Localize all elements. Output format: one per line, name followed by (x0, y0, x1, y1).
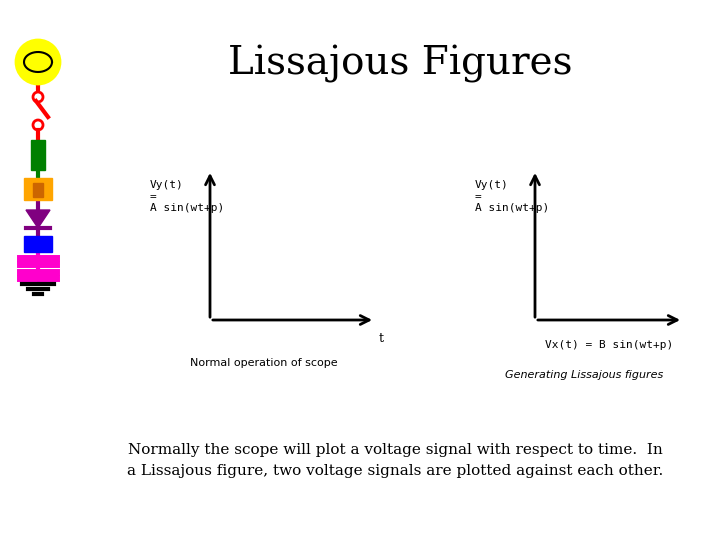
Text: Normal operation of scope: Normal operation of scope (190, 358, 338, 368)
Text: Normally the scope will plot a voltage signal with respect to time.  In
a Lissaj: Normally the scope will plot a voltage s… (127, 443, 663, 477)
Text: t: t (379, 332, 384, 345)
Text: Vy(t)
=
A sin(wt+p): Vy(t) = A sin(wt+p) (475, 180, 549, 213)
Bar (24, 236, 52, 252)
Text: Lissajous Figures: Lissajous Figures (228, 45, 572, 83)
Bar (33, 183, 43, 197)
Text: Vx(t) = B sin(wt+p): Vx(t) = B sin(wt+p) (545, 340, 673, 350)
Bar (24, 178, 52, 200)
Text: Vy(t)
=
A sin(wt+p): Vy(t) = A sin(wt+p) (150, 180, 224, 213)
Text: Generating Lissajous figures: Generating Lissajous figures (505, 370, 663, 380)
Circle shape (16, 40, 60, 84)
Bar (31, 140, 45, 170)
Polygon shape (26, 210, 50, 228)
